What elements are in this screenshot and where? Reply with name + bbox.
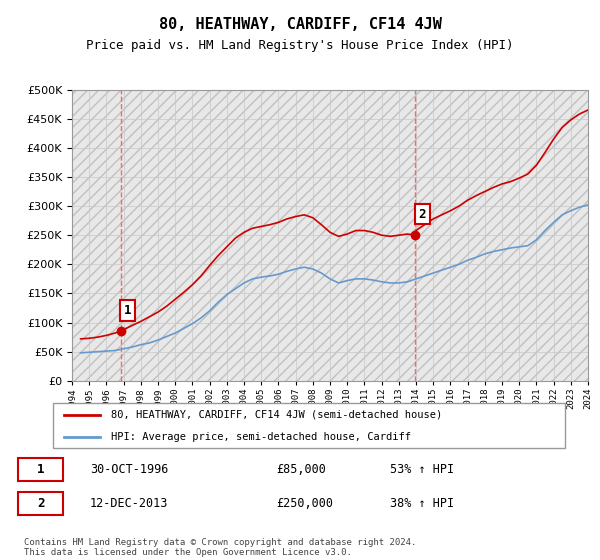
FancyBboxPatch shape bbox=[53, 403, 565, 448]
Text: 12-DEC-2013: 12-DEC-2013 bbox=[90, 497, 169, 510]
Text: 80, HEATHWAY, CARDIFF, CF14 4JW (semi-detached house): 80, HEATHWAY, CARDIFF, CF14 4JW (semi-de… bbox=[110, 409, 442, 419]
Text: 2: 2 bbox=[37, 497, 44, 510]
Text: 1: 1 bbox=[37, 463, 44, 476]
Text: 1: 1 bbox=[124, 304, 131, 317]
Text: £250,000: £250,000 bbox=[276, 497, 333, 510]
Text: £85,000: £85,000 bbox=[276, 463, 326, 476]
Text: 2: 2 bbox=[419, 208, 426, 221]
Text: HPI: Average price, semi-detached house, Cardiff: HPI: Average price, semi-detached house,… bbox=[110, 432, 410, 442]
FancyBboxPatch shape bbox=[18, 492, 63, 515]
Text: Contains HM Land Registry data © Crown copyright and database right 2024.
This d: Contains HM Land Registry data © Crown c… bbox=[24, 538, 416, 557]
Text: 53% ↑ HPI: 53% ↑ HPI bbox=[390, 463, 454, 476]
Text: 38% ↑ HPI: 38% ↑ HPI bbox=[390, 497, 454, 510]
Text: 30-OCT-1996: 30-OCT-1996 bbox=[90, 463, 169, 476]
Text: 80, HEATHWAY, CARDIFF, CF14 4JW: 80, HEATHWAY, CARDIFF, CF14 4JW bbox=[158, 17, 442, 32]
FancyBboxPatch shape bbox=[18, 458, 63, 481]
Text: Price paid vs. HM Land Registry's House Price Index (HPI): Price paid vs. HM Land Registry's House … bbox=[86, 39, 514, 52]
